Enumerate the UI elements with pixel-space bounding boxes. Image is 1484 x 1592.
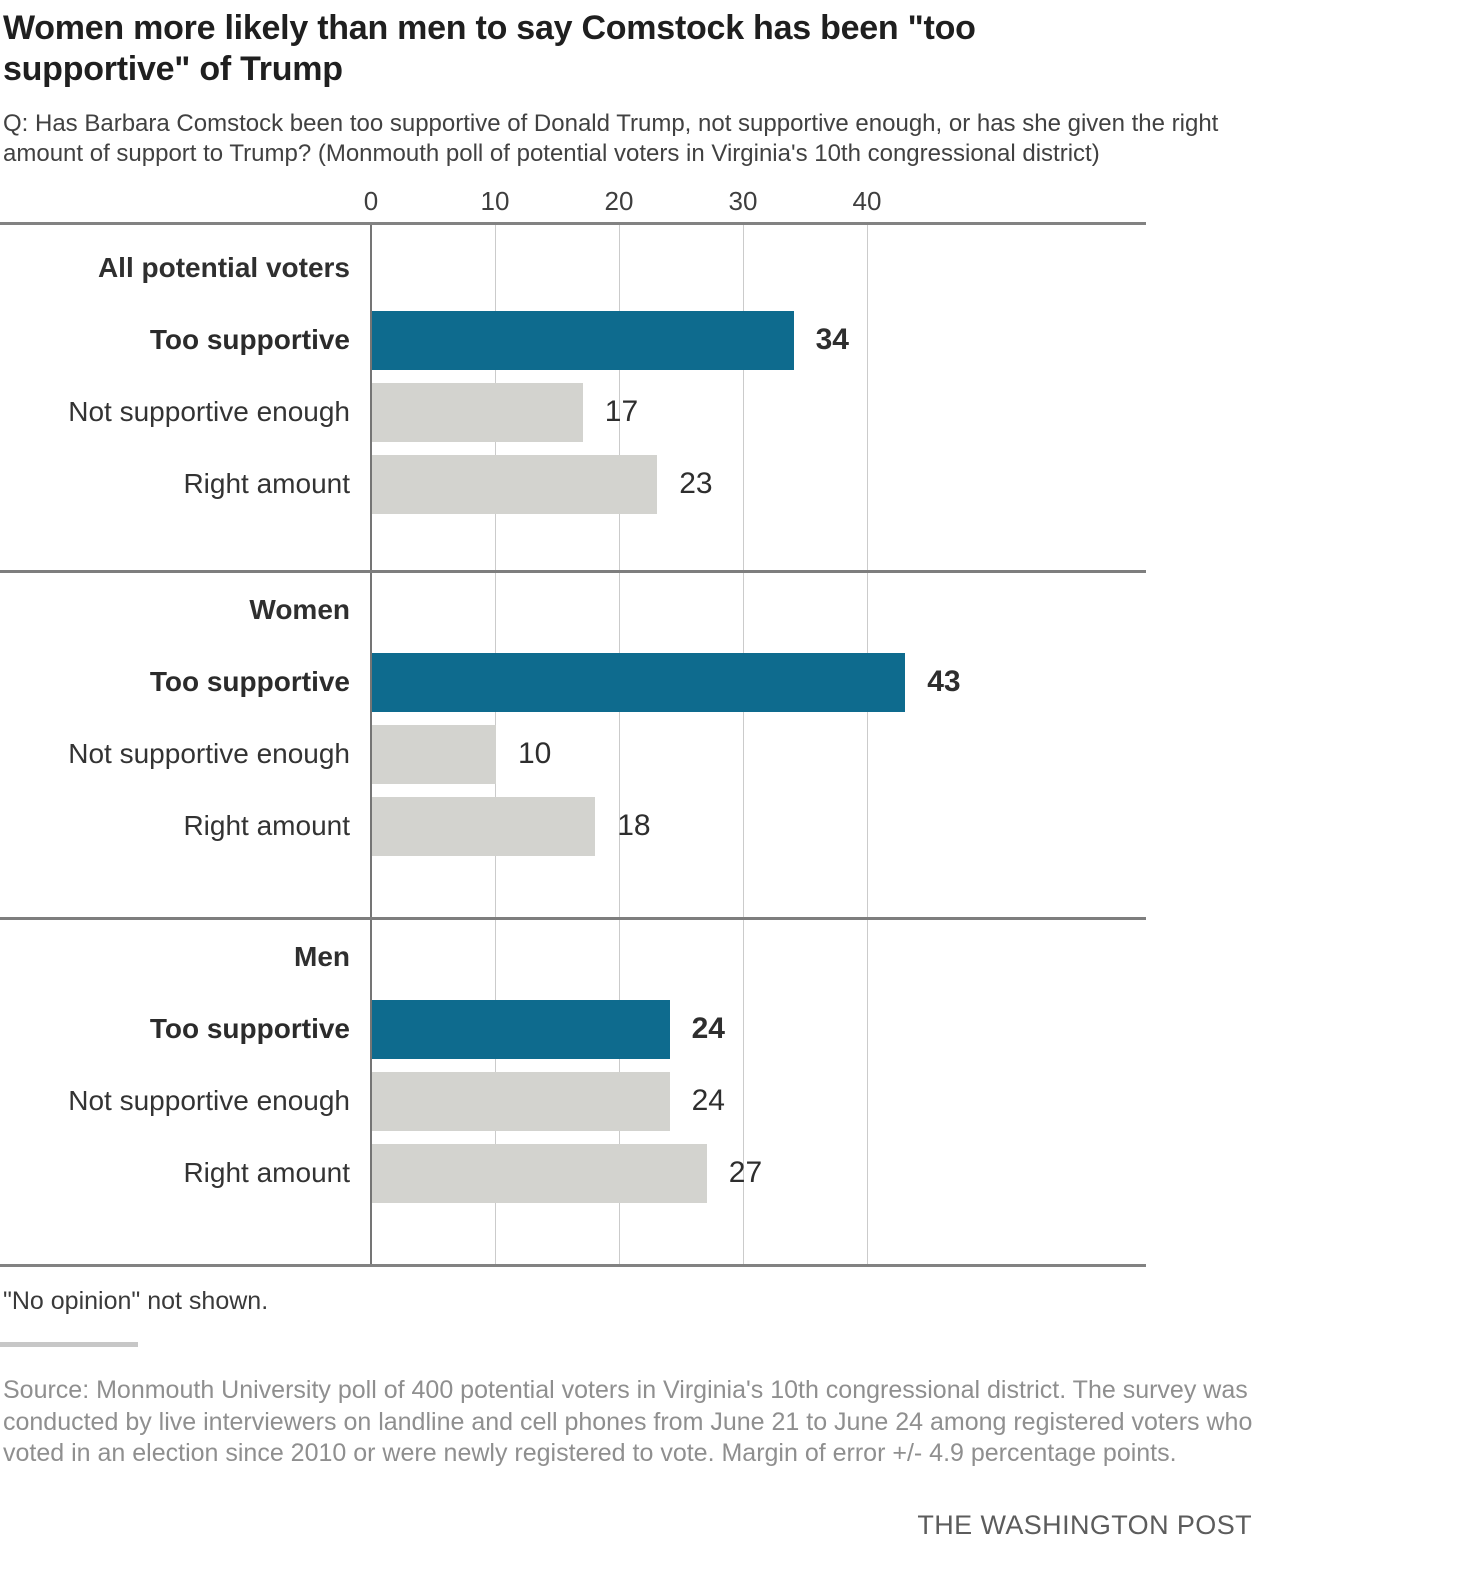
bar-row: Not supportive enough 10 (0, 724, 1146, 784)
bar-row: Too supportive 34 (0, 310, 1146, 370)
footnote: "No opinion" not shown. (3, 1286, 269, 1315)
x-axis-tick-label: 30 (728, 185, 758, 216)
bar-row: Too supportive 24 (0, 999, 1146, 1059)
bar (372, 999, 670, 1059)
bar-row: Not supportive enough 24 (0, 1071, 1146, 1131)
y-axis-zero-line (370, 224, 372, 1264)
bar-label: Right amount (183, 1157, 350, 1189)
chart-title: Women more likely than men to say Comsto… (3, 9, 976, 89)
x-axis-tick-label: 40 (852, 185, 882, 216)
bar-row: Right amount 23 (0, 454, 1146, 514)
bar-group: Women Too supportive 43 Not supportive enou… (0, 569, 1146, 917)
bar-row: Too supportive 43 (0, 652, 1146, 712)
bar-value-label: 34 (815, 323, 849, 357)
bar-label: Not supportive enough (68, 396, 350, 428)
source-text: Source: Monmouth University poll of 400 … (3, 1375, 1253, 1468)
bar-label: Too supportive (149, 1013, 350, 1045)
chart-subtitle: Q: Has Barbara Comstock been too support… (3, 109, 1219, 168)
bar (372, 652, 906, 712)
bar-value-label: 43 (927, 665, 961, 699)
bar-row: Right amount 27 (0, 1143, 1146, 1203)
bar-value-label: 17 (604, 395, 639, 429)
bar-value-label: 24 (691, 1012, 725, 1046)
bar-value-label: 10 (518, 737, 552, 771)
x-axis-ticks: 0 10 20 30 40 (0, 184, 1146, 222)
bar-row: Not supportive enough 17 (0, 382, 1146, 442)
bar (372, 382, 583, 442)
publisher-credit: THE WASHINGTON POST (917, 1510, 1252, 1541)
grouped-bar-chart: 0 10 20 30 40 All potential voters Too suppor… (0, 184, 1146, 1267)
bar-label: Not supportive enough (68, 1085, 350, 1117)
bar-group: All potential voters Too supportive 34 Not … (0, 225, 1146, 570)
bar (372, 1071, 670, 1131)
bar (372, 310, 794, 370)
gridline (619, 224, 620, 1264)
bar-label: Too supportive (149, 324, 350, 356)
bar-label: Right amount (183, 468, 350, 500)
bar (372, 724, 496, 784)
bar-label: Too supportive (149, 666, 350, 698)
x-axis-tick-label: 0 (363, 185, 379, 216)
plot-area: All potential voters Too supportive 34 Not … (0, 221, 1146, 1267)
bar-value-label: 23 (679, 467, 713, 501)
bar-row: Right amount 18 (0, 796, 1146, 856)
group-header: Men (294, 940, 350, 972)
bar-label: Right amount (183, 810, 350, 842)
bar-value-label: 24 (691, 1084, 725, 1118)
x-axis-tick-label: 20 (604, 185, 634, 216)
divider-rule (0, 1341, 138, 1347)
gridline (867, 224, 868, 1264)
bar-value-label: 18 (617, 809, 651, 843)
bar-label: Not supportive enough (68, 738, 350, 770)
bar-group: Men Too supportive 24 Not supportive enough… (0, 916, 1146, 1264)
bar (372, 1143, 707, 1203)
bar (372, 454, 658, 514)
gridline (743, 224, 744, 1264)
x-axis-tick-label: 10 (480, 185, 510, 216)
bar-groups: All potential voters Too supportive 34 Not … (0, 225, 1146, 1264)
group-header: Women (249, 593, 350, 625)
bar-value-label: 27 (728, 1156, 763, 1190)
group-header: All potential voters (97, 251, 350, 283)
bar (372, 796, 596, 856)
